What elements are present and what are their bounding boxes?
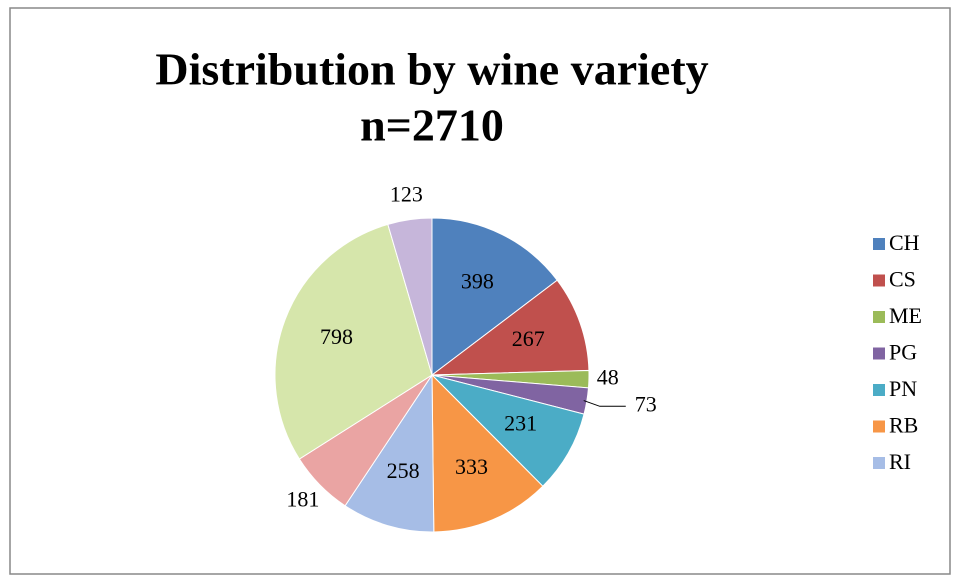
legend-swatch	[873, 347, 885, 360]
data-label: 181	[286, 486, 319, 511]
data-label: 48	[597, 365, 619, 390]
legend-swatch	[873, 384, 885, 396]
legend-swatch	[873, 238, 885, 250]
data-label: 398	[461, 269, 494, 294]
legend-swatch	[873, 457, 885, 469]
pie-slice	[387, 217, 433, 376]
leader-line	[583, 400, 626, 407]
pie-slice	[274, 223, 433, 460]
pie-slice	[430, 279, 590, 376]
legend-label: CS	[889, 267, 916, 292]
data-label: 123	[390, 181, 423, 206]
data-label: 258	[387, 458, 420, 483]
pie-slice	[431, 217, 558, 377]
legend-swatch	[873, 274, 885, 287]
data-label: 267	[512, 326, 545, 351]
legend-label: RB	[889, 413, 918, 438]
pie-slice	[431, 373, 544, 533]
pie-slice	[430, 374, 585, 487]
legend-label: CH	[889, 230, 920, 255]
data-label: 333	[455, 454, 488, 479]
legend-label: PN	[889, 376, 917, 401]
data-label: 798	[320, 324, 353, 349]
data-label: 231	[504, 411, 537, 436]
legend-label: ME	[889, 303, 922, 328]
legend-swatch	[873, 311, 885, 323]
legend-label: PG	[889, 340, 917, 365]
legend-label: RI	[889, 449, 911, 474]
data-label: 73	[635, 391, 657, 416]
pie-slice	[344, 373, 435, 533]
chart-title: Distribution by wine variety	[155, 44, 708, 95]
chart-subtitle: n=2710	[360, 100, 504, 151]
legend-swatch	[873, 420, 885, 433]
